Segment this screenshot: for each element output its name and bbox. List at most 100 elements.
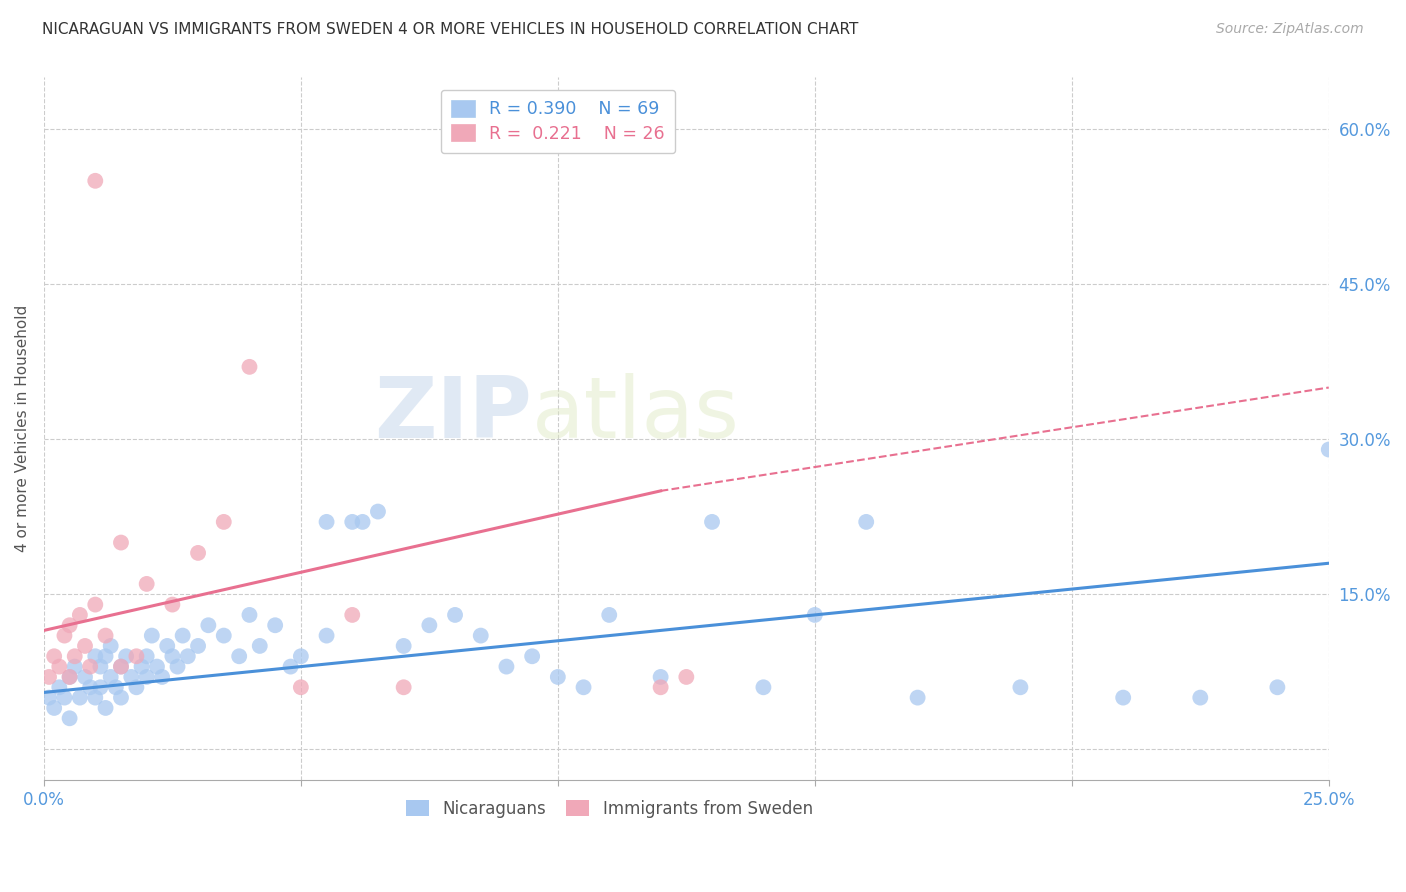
Point: [120, 670, 142, 684]
Point: [53, 690, 76, 705]
Point: [94, 649, 117, 664]
Point: [342, 515, 364, 529]
Point: [598, 607, 620, 622]
Point: [367, 504, 389, 518]
Point: [110, 690, 132, 705]
Point: [44, 649, 66, 664]
Point: [290, 649, 312, 664]
Point: [73, 639, 96, 653]
Point: [547, 670, 569, 684]
Point: [94, 701, 117, 715]
Point: [84, 649, 107, 664]
Point: [141, 629, 163, 643]
Point: [110, 535, 132, 549]
Point: [125, 649, 148, 664]
Point: [58, 670, 80, 684]
Point: [177, 649, 200, 664]
Point: [104, 680, 127, 694]
Point: [110, 659, 132, 673]
Point: [58, 711, 80, 725]
Point: [752, 680, 775, 694]
Point: [48, 659, 70, 673]
Point: [1317, 442, 1340, 457]
Point: [172, 629, 194, 643]
Point: [804, 607, 827, 622]
Point: [44, 701, 66, 715]
Point: [69, 607, 91, 622]
Point: [100, 639, 122, 653]
Point: [110, 659, 132, 673]
Point: [38, 690, 60, 705]
Point: [125, 680, 148, 694]
Point: [1112, 690, 1135, 705]
Text: ZIP: ZIP: [374, 374, 531, 457]
Point: [63, 649, 86, 664]
Point: [855, 515, 877, 529]
Point: [392, 680, 415, 694]
Point: [675, 670, 697, 684]
Point: [48, 680, 70, 694]
Point: [228, 649, 250, 664]
Point: [650, 670, 672, 684]
Point: [907, 690, 929, 705]
Point: [700, 515, 723, 529]
Point: [146, 659, 169, 673]
Point: [444, 607, 467, 622]
Point: [187, 639, 209, 653]
Point: [418, 618, 440, 632]
Point: [212, 629, 235, 643]
Point: [162, 649, 184, 664]
Point: [79, 680, 101, 694]
Y-axis label: 4 or more Vehicles in Household: 4 or more Vehicles in Household: [15, 305, 30, 552]
Point: [79, 659, 101, 673]
Point: [249, 639, 271, 653]
Point: [89, 659, 111, 673]
Point: [290, 680, 312, 694]
Point: [84, 690, 107, 705]
Text: Source: ZipAtlas.com: Source: ZipAtlas.com: [1216, 22, 1364, 37]
Point: [84, 174, 107, 188]
Point: [238, 359, 260, 374]
Point: [342, 607, 364, 622]
Point: [89, 680, 111, 694]
Point: [156, 639, 179, 653]
Point: [1267, 680, 1289, 694]
Point: [150, 670, 173, 684]
Point: [280, 659, 302, 673]
Point: [470, 629, 492, 643]
Point: [94, 629, 117, 643]
Point: [315, 629, 337, 643]
Point: [58, 670, 80, 684]
Point: [69, 690, 91, 705]
Point: [135, 649, 157, 664]
Point: [135, 577, 157, 591]
Point: [162, 598, 184, 612]
Point: [58, 618, 80, 632]
Point: [197, 618, 219, 632]
Point: [63, 659, 86, 673]
Point: [115, 649, 138, 664]
Point: [166, 659, 188, 673]
Point: [187, 546, 209, 560]
Point: [264, 618, 287, 632]
Point: [392, 639, 415, 653]
Point: [572, 680, 595, 694]
Point: [73, 670, 96, 684]
Point: [212, 515, 235, 529]
Legend: Nicaraguans, Immigrants from Sweden: Nicaraguans, Immigrants from Sweden: [399, 793, 820, 825]
Point: [352, 515, 374, 529]
Point: [650, 680, 672, 694]
Text: NICARAGUAN VS IMMIGRANTS FROM SWEDEN 4 OR MORE VEHICLES IN HOUSEHOLD CORRELATION: NICARAGUAN VS IMMIGRANTS FROM SWEDEN 4 O…: [42, 22, 859, 37]
Point: [131, 659, 153, 673]
Point: [1010, 680, 1032, 694]
Point: [53, 629, 76, 643]
Point: [38, 670, 60, 684]
Point: [315, 515, 337, 529]
Point: [238, 607, 260, 622]
Point: [495, 659, 517, 673]
Point: [135, 670, 157, 684]
Point: [520, 649, 543, 664]
Point: [100, 670, 122, 684]
Text: atlas: atlas: [531, 374, 740, 457]
Point: [84, 598, 107, 612]
